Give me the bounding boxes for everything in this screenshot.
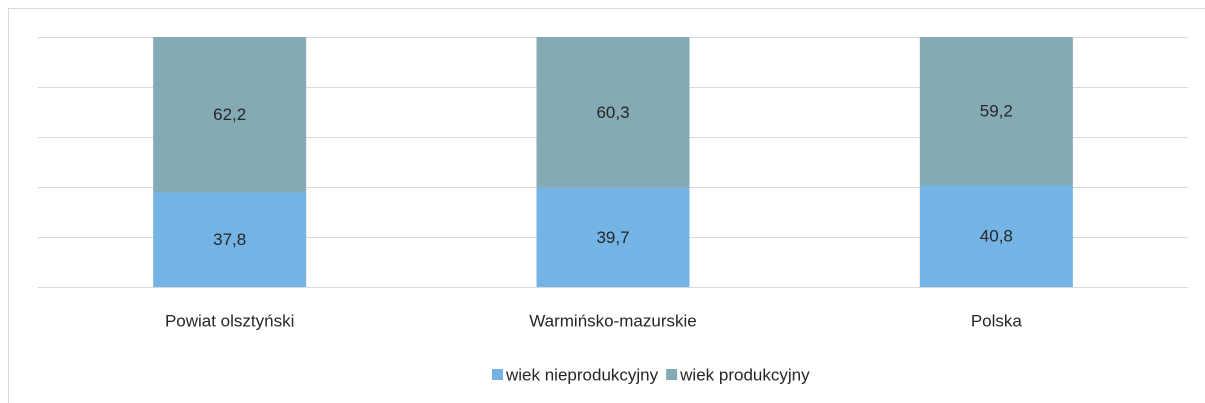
bar-segment: [919, 185, 1073, 287]
bar-segment: [153, 37, 307, 193]
data-label: 39,7: [596, 228, 629, 247]
bar-segment: [536, 187, 690, 287]
data-label: 40,8: [980, 226, 1013, 245]
data-label: 59,2: [980, 101, 1013, 120]
data-label: 37,8: [213, 230, 246, 249]
legend-swatch: [492, 369, 503, 380]
data-label: 60,3: [596, 103, 629, 122]
x-tick-label: Warmińsko-mazurskie: [529, 311, 697, 330]
x-tick-label: Powiat olsztyński: [165, 311, 294, 330]
data-label: 62,2: [213, 105, 246, 124]
legend-label: wiek nieprodukcyjny: [505, 365, 659, 384]
legend-swatch: [666, 369, 678, 380]
bar-segment: [919, 37, 1073, 185]
x-tick-label: Polska: [971, 311, 1023, 330]
bar-segment: [536, 37, 690, 188]
bar-segment: [153, 192, 307, 287]
legend-label: wiek produkcyjny: [679, 365, 810, 384]
